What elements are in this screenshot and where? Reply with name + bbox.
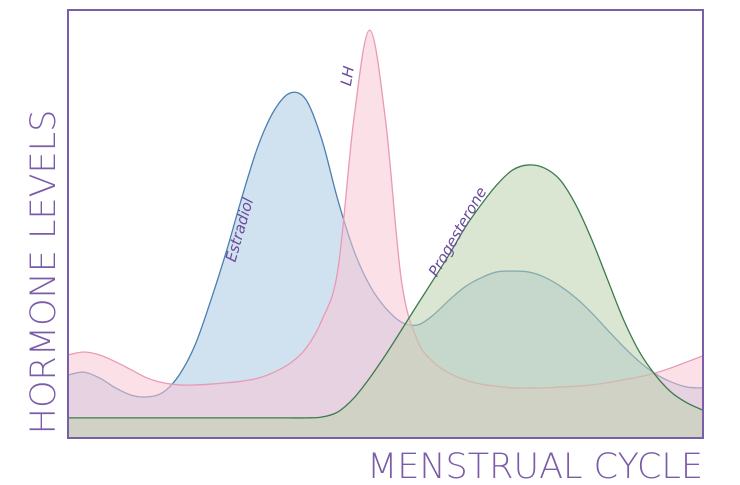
area-fill [68,164,703,438]
y-axis-title: HORMONE LEVELS [24,110,64,435]
plot-frame [67,9,704,439]
series-label: LH [337,65,358,87]
x-axis-title: MENSTRUAL CYCLE [367,447,703,485]
area-line [67,164,704,419]
area-fill [68,30,703,439]
plot-area [67,29,704,439]
